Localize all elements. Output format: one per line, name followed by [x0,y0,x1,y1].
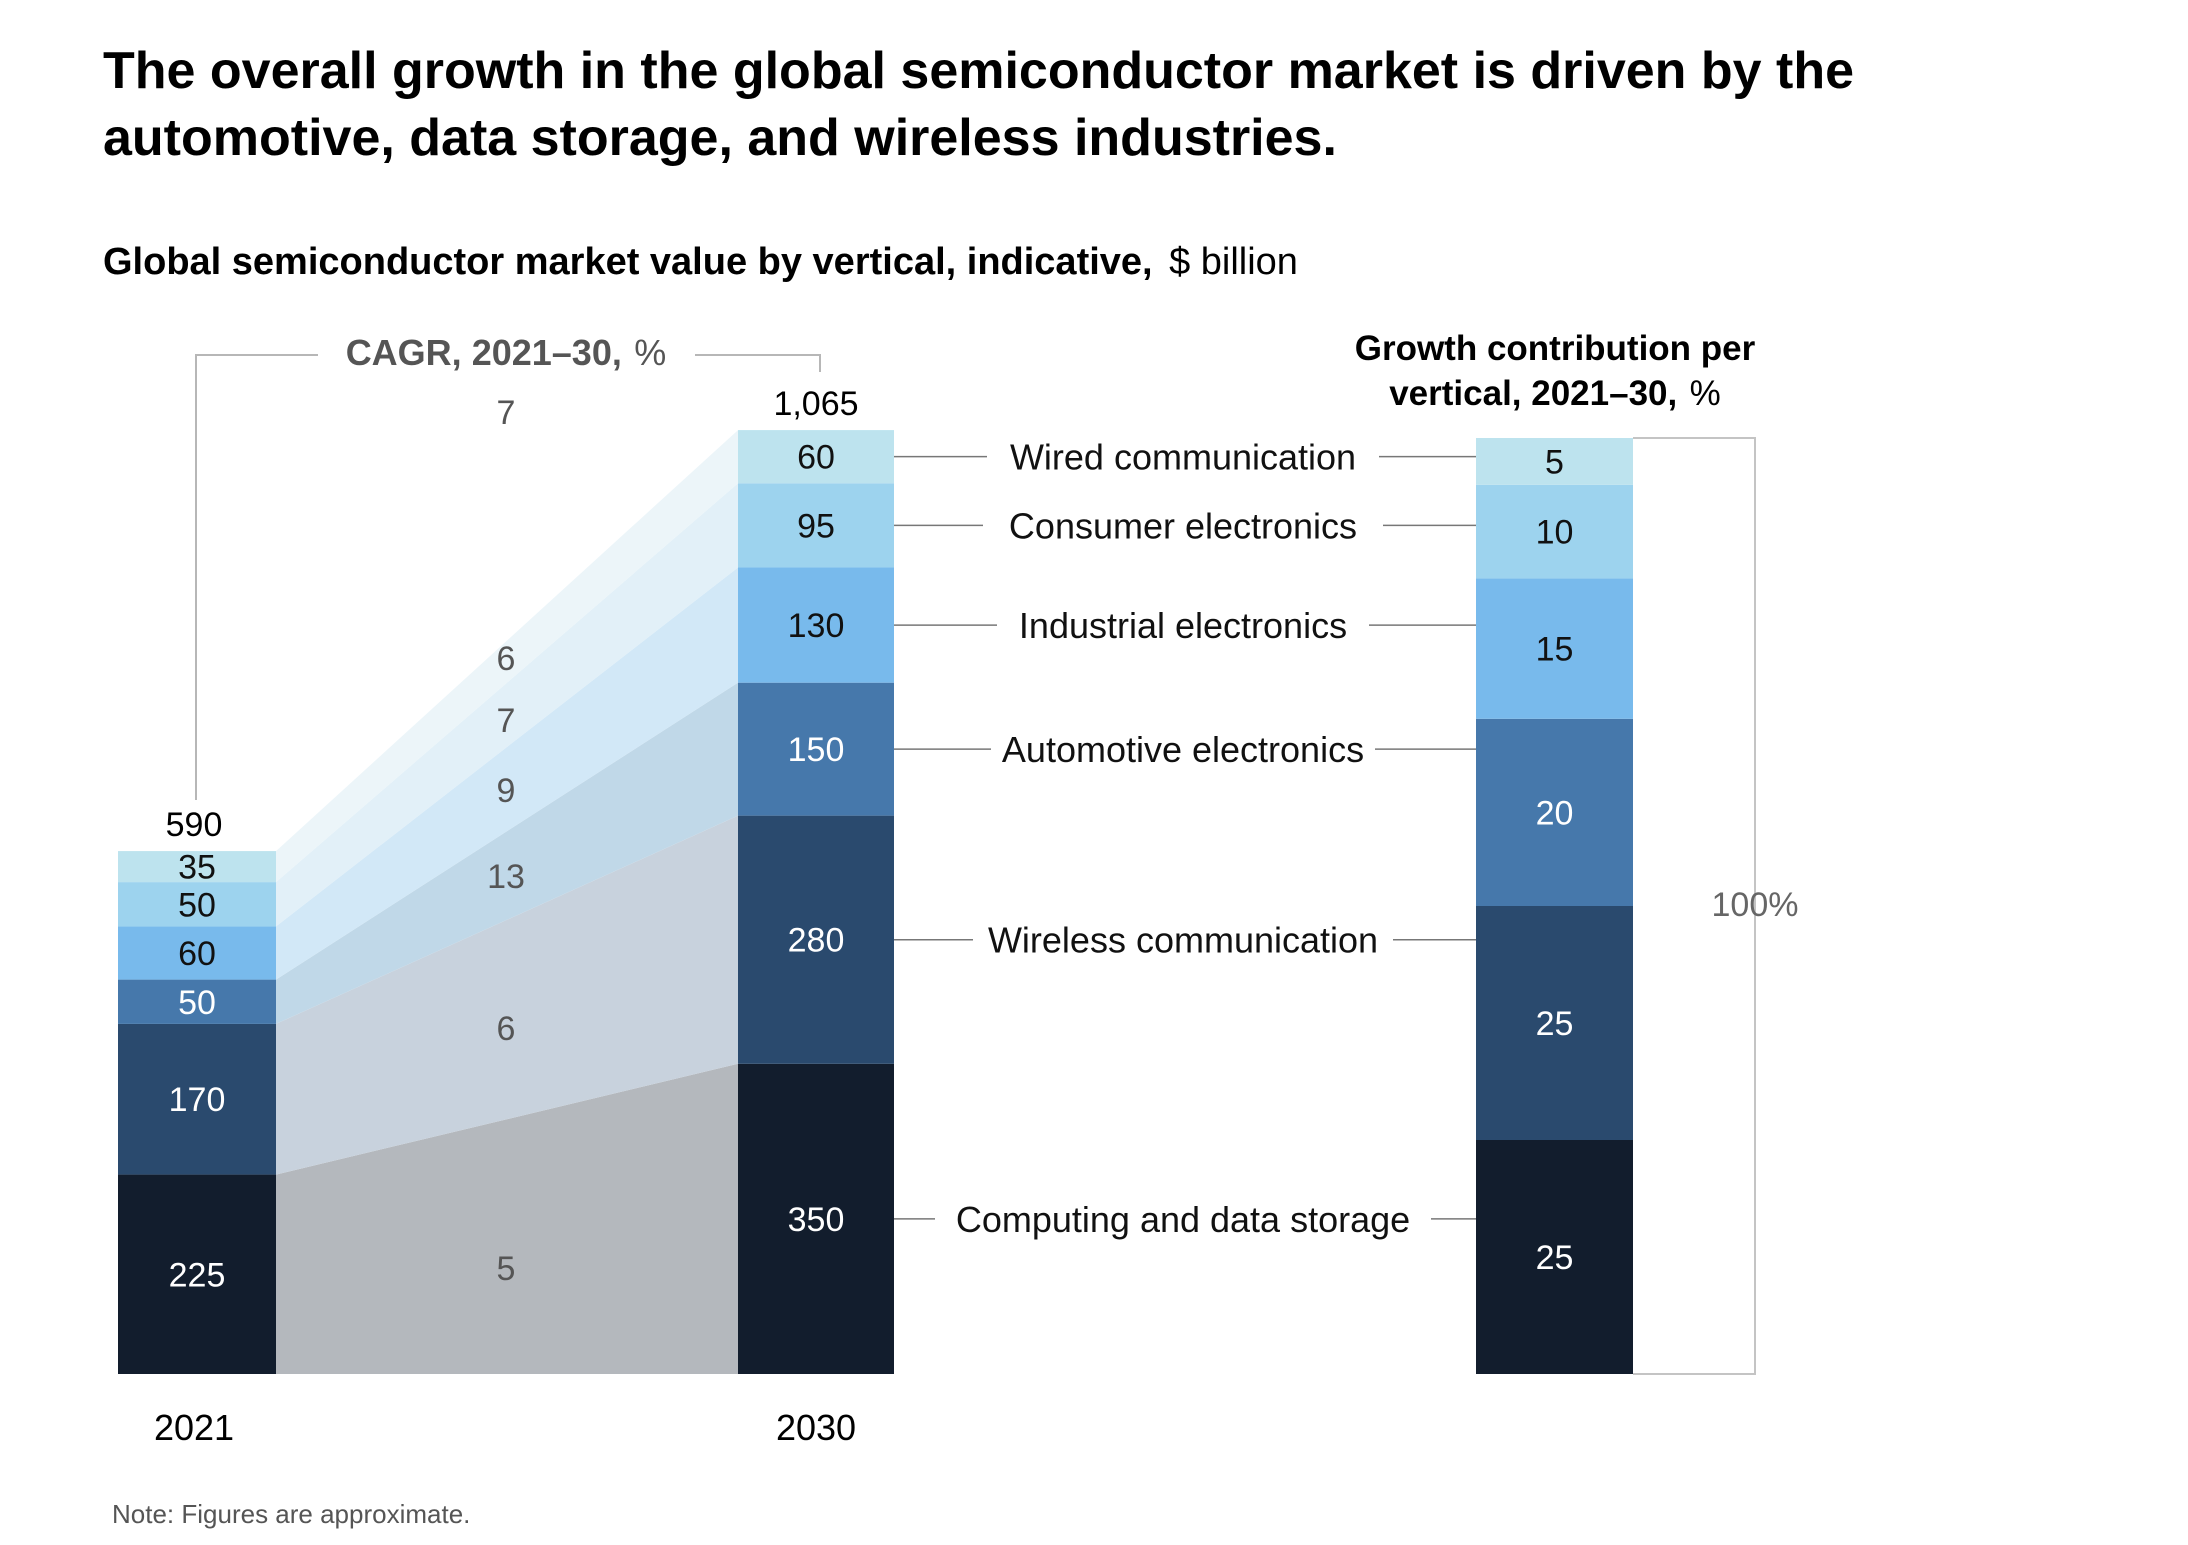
bar-2021-wired-communication [118,851,276,883]
bar-2021-automotive-electronics [118,979,276,1024]
label-2030-wired-communication: 60 [797,439,835,477]
growth-contribution-bar: 25 25 20 15 10 5 [1476,438,1633,1374]
growth-title-line1: Growth contribution per [1355,329,1756,368]
transition-bands [276,430,738,1374]
vertical-label-consumer-electronics: Consumer electronics [1009,505,1357,546]
bar-2021-computing-and-data-storage [118,1174,276,1374]
bar-2030-automotive-electronics [738,682,894,816]
subtitle-bold: Global semiconductor market value by ver… [103,241,1153,283]
label-2030-industrial-electronics: 130 [788,607,845,645]
x-tick-2030: 2030 [776,1407,856,1448]
label-2030-wireless-communication: 280 [788,922,845,960]
vertical-label-industrial-electronics: Industrial electronics [1019,605,1347,646]
growth-label-wired-communication: 5 [1545,443,1564,481]
label-2030-automotive-electronics: 150 [788,731,845,769]
growth-label-industrial-electronics: 15 [1536,631,1574,669]
cagr-total: 7 [497,394,516,432]
label-2021-computing-and-data-storage: 225 [169,1256,226,1294]
growth-title-unit: % [1690,374,1721,413]
label-2021-industrial-electronics: 60 [178,935,216,973]
bar-2021-consumer-electronics [118,882,276,927]
growth-label-automotive-electronics: 20 [1536,794,1574,832]
growth-label-consumer-electronics: 10 [1536,514,1574,552]
subtitle-unit: $ billion [1169,241,1298,283]
growth-seg-wireless-communication [1476,906,1633,1140]
cagr-wired-communication: 6 [497,640,516,678]
cagr-wireless-communication: 6 [497,1010,516,1048]
growth-seg-computing-and-data-storage [1476,1140,1633,1374]
label-2030-computing-and-data-storage: 350 [788,1201,845,1239]
label-2021-wired-communication: 35 [178,849,216,887]
vertical-labels: Computing and data storage Wireless commu… [894,437,1476,1240]
growth-seg-automotive-electronics [1476,718,1633,906]
vertical-label-wireless-communication: Wireless communication [988,920,1378,961]
cagr-bracket-left [195,354,318,800]
footnote: Note: Figures are approximate. [112,1499,470,1529]
band-industrial-electronics [276,567,738,980]
hundred-bracket [1633,437,1756,1375]
bar-2030-computing-and-data-storage [738,1063,894,1374]
hundred-percent-label: 100% [1712,886,1799,924]
vertical-label-computing-and-data-storage: Computing and data storage [956,1199,1410,1240]
band-computing-and-data-storage [276,1063,738,1374]
bar-2030-wired-communication [738,430,894,484]
bar-2021-wireless-communication [118,1023,276,1175]
growth-seg-wired-communication [1476,438,1633,485]
label-2030-consumer-electronics: 95 [797,507,835,545]
band-wired-communication [276,430,738,883]
band-wireless-communication [276,815,738,1175]
cagr-industrial-electronics: 9 [497,772,516,810]
band-automotive-electronics [276,682,738,1024]
bar-2030-consumer-electronics [738,483,894,568]
cagr-header-bold: CAGR, 2021–30, [346,332,622,373]
bar-2021-industrial-electronics [118,926,276,980]
growth-title-line2: vertical, 2021–30, % [1389,374,1721,413]
x-tick-2021: 2021 [154,1407,234,1448]
growth-label-wireless-communication: 25 [1536,1005,1574,1043]
stacked-bars [118,430,894,1374]
vertical-label-automotive-electronics: Automotive electronics [1002,729,1364,770]
label-2021-wireless-communication: 170 [169,1081,226,1119]
total-2030: 1,065 [773,385,858,423]
growth-seg-consumer-electronics [1476,484,1633,579]
chart-title-line1: The overall growth in the global semicon… [103,42,1854,100]
band-consumer-electronics [276,483,738,927]
cagr-bracket-right [695,354,821,372]
vertical-label-wired-communication: Wired communication [1010,437,1356,478]
total-2021: 590 [166,806,223,844]
label-2021-automotive-electronics: 50 [178,984,216,1022]
cagr-labels: 5 6 13 9 7 6 [487,640,525,1288]
cagr-header-unit: % [634,332,666,373]
bar-2030-industrial-electronics [738,567,894,683]
cagr-automotive-electronics: 13 [487,858,525,896]
bar-2030-wireless-communication [738,815,894,1064]
label-2021-consumer-electronics: 50 [178,886,216,924]
chart-subtitle: Global semiconductor market value by ver… [103,241,1298,283]
cagr-header: CAGR, 2021–30, % [346,332,667,373]
growth-title-bold: vertical, 2021–30, [1389,374,1677,413]
cagr-computing-and-data-storage: 5 [497,1250,516,1288]
growth-seg-industrial-electronics [1476,578,1633,719]
chart-title-line2: automotive, data storage, and wireless i… [103,109,1337,167]
growth-label-computing-and-data-storage: 25 [1536,1239,1574,1277]
cagr-consumer-electronics: 7 [497,702,516,740]
